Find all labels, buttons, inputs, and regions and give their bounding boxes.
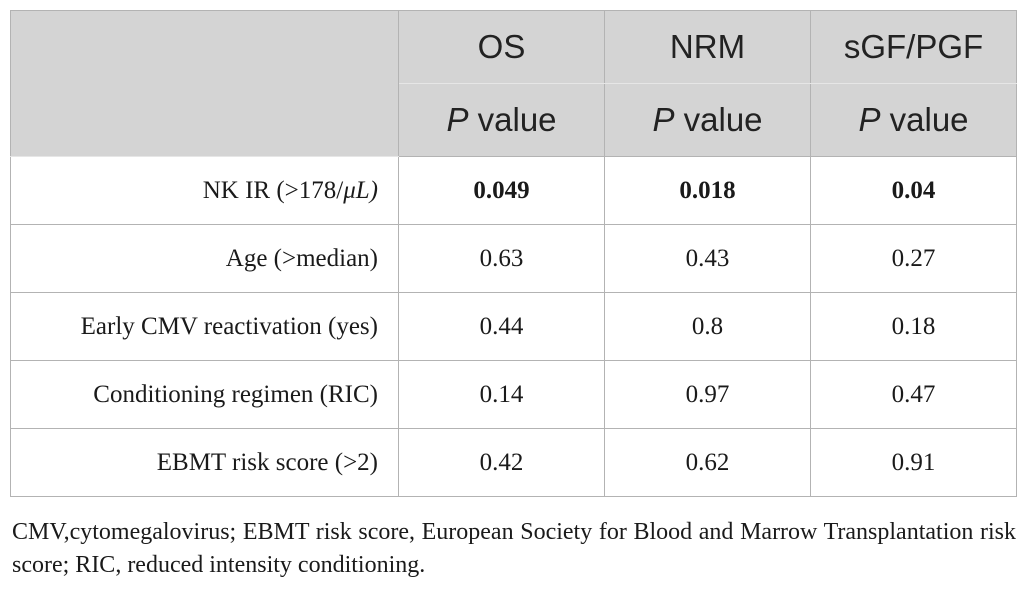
header-row-pvalue: P value P value P value [10,83,1017,157]
cell-os: 0.42 [398,428,605,497]
p-value-table: OS NRM sGF/PGF P value P value P value N… [10,10,1017,497]
table-row: EBMT risk score (>2) 0.42 0.62 0.91 [10,428,1017,497]
header-sgf-pgf: sGF/PGF [810,10,1017,84]
cell-nrm: 0.018 [604,156,811,225]
cell-nrm: 0.62 [604,428,811,497]
row-label-conditioning: Conditioning regimen (RIC) [10,360,399,429]
table-row: Age (>median) 0.63 0.43 0.27 [10,224,1017,293]
cell-os: 0.14 [398,360,605,429]
cell-os: 0.049 [398,156,605,225]
table-row: Early CMV reactivation (yes) 0.44 0.8 0.… [10,292,1017,361]
cell-os: 0.63 [398,224,605,293]
cell-sgf-pgf: 0.27 [810,224,1017,293]
row-label-age: Age (>median) [10,224,399,293]
cell-os: 0.44 [398,292,605,361]
cell-nrm: 0.8 [604,292,811,361]
cell-sgf-pgf: 0.18 [810,292,1017,361]
cell-sgf-pgf: 0.04 [810,156,1017,225]
row-label-cmv: Early CMV reactivation (yes) [10,292,399,361]
cell-nrm: 0.97 [604,360,811,429]
table-footnote: CMV,cytomegalovirus; EBMT risk score, Eu… [12,519,1016,578]
header-os: OS [398,10,605,84]
row-label-ebmt: EBMT risk score (>2) [10,428,399,497]
header-nrm-pvalue: P value [604,83,811,157]
header-os-pvalue: P value [398,83,605,157]
header-sgf-pgf-pvalue: P value [810,83,1017,157]
header-row-names: OS NRM sGF/PGF [10,10,1017,157]
results-table-container: OS NRM sGF/PGF P value P value P value N… [10,10,1017,497]
header-nrm: NRM [604,10,811,84]
cell-nrm: 0.43 [604,224,811,293]
table-row: Conditioning regimen (RIC) 0.14 0.97 0.4… [10,360,1017,429]
cell-sgf-pgf: 0.91 [810,428,1017,497]
cell-sgf-pgf: 0.47 [810,360,1017,429]
row-label-nk-ir: NK IR (>178/μL) [10,156,399,225]
table-body: NK IR (>178/μL) 0.049 0.018 0.04 Age (>m… [10,156,1017,497]
table-header: OS NRM sGF/PGF P value P value P value [10,10,1017,157]
header-blank-cell [10,10,399,157]
table-row: NK IR (>178/μL) 0.049 0.018 0.04 [10,156,1017,225]
